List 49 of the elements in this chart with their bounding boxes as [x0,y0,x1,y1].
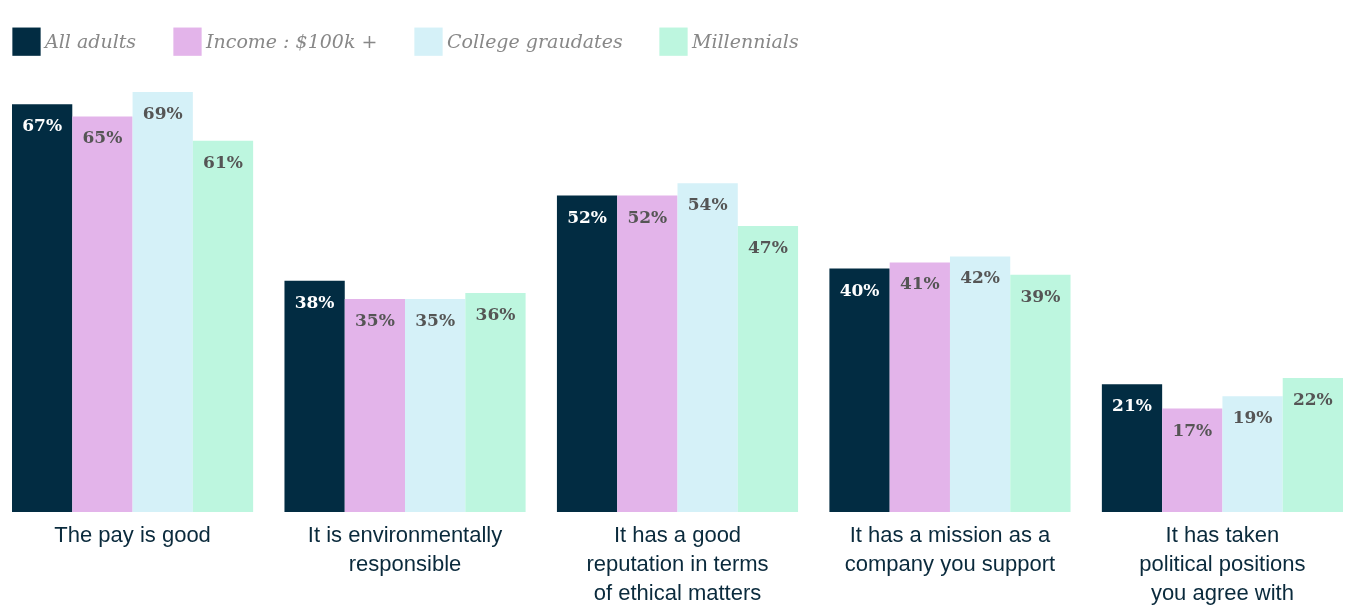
legend-label: College graudates [447,29,623,52]
x-tick-label: It has taken political positions you agree with [1139,521,1306,605]
data-label: 40% [839,279,880,300]
x-tick-label: It is environmentally responsible [307,521,503,576]
legend-label: Millennials [691,29,799,52]
bar [1162,408,1223,512]
bar [405,299,466,512]
data-label: 36% [475,303,516,324]
bar [1101,384,1163,512]
data-label: 41% [899,273,940,294]
bar [737,225,799,512]
bar [889,262,950,512]
bar [677,183,738,512]
data-label: 65% [82,127,123,148]
bar [949,256,1011,512]
data-label: 39% [1020,285,1061,306]
x-tick-label: The pay is good [54,521,211,547]
data-label: 54% [687,194,728,215]
x-tick-label: It has a good reputation in terms of ethical matters [586,521,769,605]
legend-label: Income : $100k + [205,29,378,52]
bar [12,104,73,512]
bar [829,268,890,512]
data-label: 42% [960,267,1001,288]
bar [617,195,678,512]
bar [556,195,618,512]
x-tick-label: It has a mission as a company you support [844,521,1056,576]
data-label: 69% [142,103,183,124]
data-label: 17% [1172,419,1213,440]
data-label: 19% [1232,407,1273,428]
data-label: 38% [294,291,335,312]
bar [132,92,193,512]
data-label: 21% [1112,395,1152,416]
bar [465,292,526,512]
data-label: 61% [203,151,243,172]
data-label: 22% [1292,389,1333,410]
data-label: 35% [354,310,395,330]
bar [1010,274,1071,512]
bar [344,299,406,512]
data-label: 52% [627,206,668,227]
bar [72,116,133,512]
bar [1222,396,1283,512]
data-label: 35% [415,310,456,330]
data-label: 52% [567,206,607,227]
bar [284,280,345,512]
legend-label: All adults [43,29,137,52]
bar [192,140,254,512]
data-label: 67% [22,115,63,136]
bar [1282,378,1343,512]
data-label: 47% [748,236,788,257]
